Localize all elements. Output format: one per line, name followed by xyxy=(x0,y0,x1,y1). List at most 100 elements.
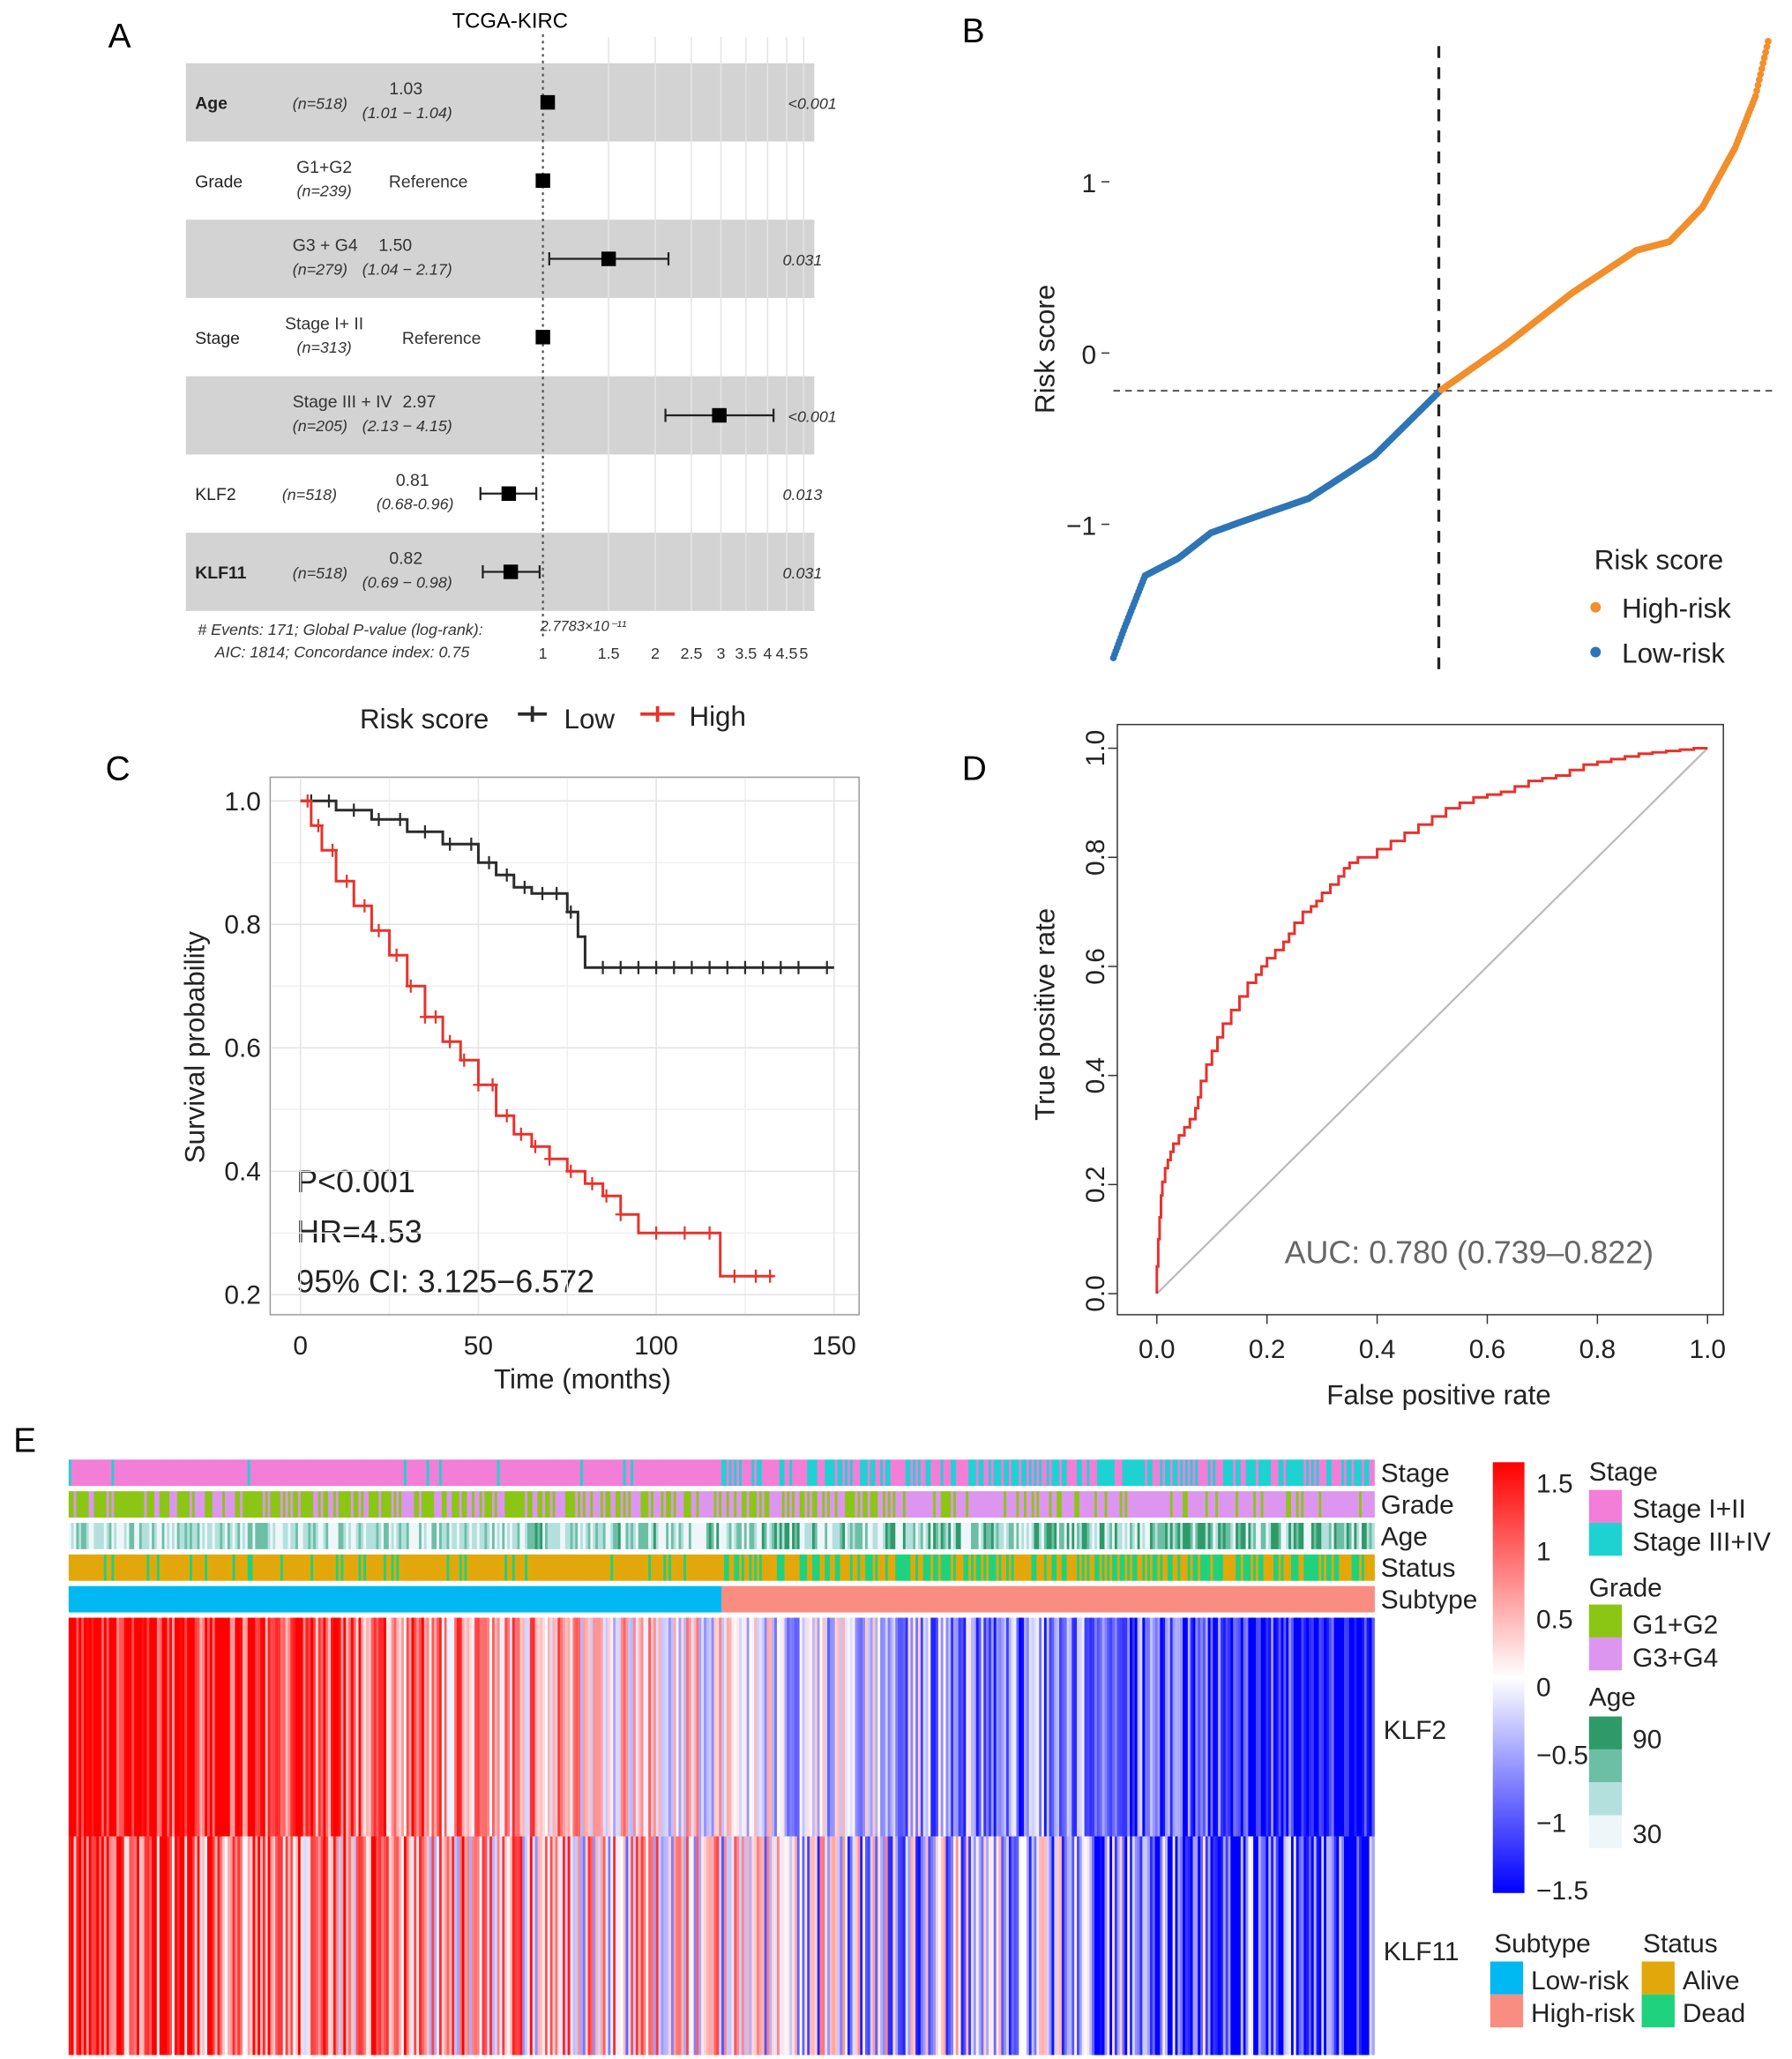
klf2-cell xyxy=(998,1617,1002,1837)
status-annotation-cell xyxy=(519,1554,523,1581)
klf2-cell xyxy=(1134,1617,1139,1837)
klf2-cell xyxy=(1288,1617,1292,1837)
age-annotation-cell xyxy=(212,1522,216,1549)
klf11-cell xyxy=(1341,1836,1345,2055)
age-annotation-cell xyxy=(668,1522,672,1549)
grade-annotation-cell xyxy=(429,1491,432,1518)
status-annotation-cell xyxy=(1109,1554,1113,1581)
age-annotation-cell xyxy=(958,1522,962,1549)
age-annotation-cell xyxy=(176,1522,181,1549)
stage-annotation-cell xyxy=(174,1459,178,1487)
klf2-cell xyxy=(156,1617,161,1837)
klf2-cell xyxy=(421,1617,425,1837)
klf2-cell xyxy=(437,1617,440,1837)
klf11-cell xyxy=(1089,1836,1093,2055)
stage-annotation-cell xyxy=(940,1459,945,1487)
klf11-cell xyxy=(449,1836,452,2055)
grade-annotation-cell xyxy=(222,1491,226,1518)
klf11-cell xyxy=(469,1836,473,2055)
stage-annotation-cell xyxy=(376,1459,379,1487)
stage-annotation-cell xyxy=(638,1459,642,1487)
stage-annotation-cell xyxy=(1119,1459,1124,1487)
klf11-cell xyxy=(346,1836,349,2055)
age-annotation-cell xyxy=(766,1522,770,1549)
klf11-cell xyxy=(534,1836,539,2055)
age-annotation-cell xyxy=(328,1522,332,1549)
status-annotation-cell xyxy=(295,1554,299,1581)
klf11-cell xyxy=(540,1836,543,2055)
risk-point-high xyxy=(1763,43,1771,51)
grade-annotation-cell xyxy=(434,1491,437,1518)
klf2-cell xyxy=(317,1617,322,1837)
klf11-cell xyxy=(363,1836,367,2055)
subtype-annotation-cell xyxy=(300,1585,304,1613)
klf2-cell xyxy=(776,1617,780,1837)
klf2-cell xyxy=(792,1617,795,1837)
klf11-cell xyxy=(706,1836,710,2055)
status-annotation-cell xyxy=(734,1554,737,1581)
subtype-annotation-cell xyxy=(648,1585,652,1613)
klf2-cell xyxy=(706,1617,710,1837)
subtype-annotation-cell xyxy=(1069,1585,1072,1613)
klf11-cell xyxy=(78,1836,82,2055)
subtype-annotation-cell xyxy=(182,1585,185,1613)
stage-annotation-cell xyxy=(1283,1459,1287,1487)
stage-annotation-cell xyxy=(225,1459,228,1487)
status-annotation-cell xyxy=(1371,1554,1375,1581)
status-annotation-cell xyxy=(504,1554,508,1581)
forest-pvalue: <0.001 xyxy=(788,95,836,113)
stage-annotation-cell xyxy=(978,1459,982,1487)
status-annotation-cell xyxy=(358,1554,362,1581)
stage-annotation-cell xyxy=(522,1459,526,1487)
subtype-annotation-cell xyxy=(811,1585,816,1613)
grade-annotation-cell xyxy=(1184,1491,1189,1518)
grade-annotation-cell xyxy=(1230,1491,1234,1518)
klf11-cell xyxy=(378,1836,382,2055)
age-annotation-cell xyxy=(247,1522,251,1549)
status-annotation-cell xyxy=(726,1554,730,1581)
status-annotation-cell xyxy=(1366,1554,1370,1581)
klf2-cell xyxy=(1225,1617,1229,1837)
stage-annotation-cell xyxy=(761,1459,765,1487)
age-annotation-cell xyxy=(1268,1522,1272,1549)
grade-annotation-cell xyxy=(421,1491,425,1518)
klf2-cell xyxy=(532,1617,536,1837)
color-scale-tick: −1 xyxy=(1536,1809,1566,1838)
klf11-cell xyxy=(787,1836,790,2055)
age-annotation-cell xyxy=(1363,1522,1368,1549)
klf11-cell xyxy=(305,1836,309,2055)
stage-annotation-cell xyxy=(491,1459,496,1487)
stage-annotation-cell xyxy=(199,1459,203,1487)
subtype-annotation-cell xyxy=(537,1585,541,1613)
status-annotation-cell xyxy=(960,1554,965,1581)
age-annotation-cell xyxy=(225,1522,228,1549)
stage-annotation-cell xyxy=(1290,1459,1295,1487)
subtype-legend-label: Low-risk xyxy=(1531,1966,1629,1996)
stage-annotation-cell xyxy=(280,1459,284,1487)
subtype-annotation-cell xyxy=(1036,1585,1040,1613)
klf11-cell xyxy=(461,1836,466,2055)
grade-annotation-cell xyxy=(560,1491,564,1518)
stage-annotation-cell xyxy=(287,1459,291,1487)
stage-annotation-cell xyxy=(489,1459,493,1487)
stage-annotation-cell xyxy=(1101,1459,1106,1487)
subtype-annotation-cell xyxy=(519,1585,523,1613)
grade-annotation-cell xyxy=(794,1491,798,1518)
subtype-annotation-cell xyxy=(925,1585,930,1613)
stage-annotation-cell xyxy=(504,1459,508,1487)
klf2-cell xyxy=(623,1617,627,1837)
subtype-annotation-cell xyxy=(1348,1585,1353,1613)
stage-annotation-cell xyxy=(1198,1459,1201,1487)
klf2-cell xyxy=(184,1617,188,1837)
klf2-cell xyxy=(1057,1617,1060,1837)
subtype-annotation-cell xyxy=(882,1585,886,1613)
grade-annotation-cell xyxy=(1328,1491,1333,1518)
klf11-cell xyxy=(708,1836,713,2055)
subtype-annotation-cell xyxy=(502,1585,505,1613)
grade-annotation-cell xyxy=(273,1491,276,1518)
age-annotation-cell xyxy=(1222,1522,1227,1549)
age-annotation-cell xyxy=(335,1522,340,1549)
subtype-annotation-cell xyxy=(202,1585,205,1613)
stage-annotation-cell xyxy=(262,1459,266,1487)
age-annotation-cell xyxy=(325,1522,329,1549)
